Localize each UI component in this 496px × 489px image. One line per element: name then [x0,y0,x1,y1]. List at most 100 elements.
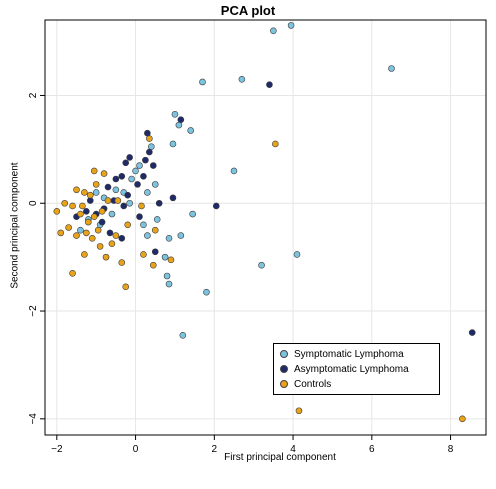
y-axis-label: Second principal component [9,162,21,289]
data-point-series-0 [144,189,151,196]
data-point-series-2 [112,232,120,239]
data-point-series-2 [65,224,72,231]
data-point-series-0 [270,27,277,35]
data-point-series-1 [104,183,112,191]
data-point-series-0 [136,162,143,169]
data-point-series-2 [81,251,88,258]
data-point-series-0 [238,75,246,83]
data-point-series-1 [177,116,185,124]
data-point-series-2 [94,226,102,234]
data-point-series-0 [108,210,116,218]
data-point-series-2 [61,199,68,207]
plot-frame [44,19,487,436]
x-tick-label: 0 [133,444,139,455]
data-point-series-2 [92,181,100,188]
data-point-series-2 [100,170,108,177]
data-point-series-2 [96,243,104,250]
data-point-series-1 [98,218,106,226]
data-point-series-2 [108,240,116,247]
legend-item-controls: Controls [280,378,331,392]
data-point-series-1 [149,162,157,169]
data-point-series-1 [140,172,147,180]
data-point-series-1 [106,229,114,237]
data-point-series-1 [122,159,130,167]
data-point-series-2 [98,208,106,215]
data-point-series-0 [77,226,84,234]
data-point-series-2 [86,191,94,199]
x-axis-label: First principal component [224,452,336,463]
data-point-series-0 [163,272,171,280]
data-point-series-1 [118,234,126,242]
data-point-series-0 [165,234,173,242]
data-point-series-0 [189,210,196,218]
legend-marker-icon [280,380,288,389]
data-point-series-2 [90,213,98,221]
legend-marker-icon [280,365,288,374]
data-point-series-2 [151,226,159,234]
data-point-series-0 [144,232,151,239]
data-point-series-0 [151,181,159,188]
x-tick-label: 8 [448,444,454,455]
chart-title: PCA plot [220,3,276,18]
x-tick-label: 4 [290,444,296,455]
data-point-series-2 [88,234,96,242]
data-point-series-1 [266,81,273,88]
data-point-series-1 [126,154,133,161]
data-point-series-2 [79,202,86,210]
data-point-series-0 [153,216,161,223]
data-point-series-0 [203,288,210,296]
data-point-series-2 [85,218,92,226]
data-point-series-2 [90,167,98,175]
data-point-series-2 [167,256,175,264]
data-point-series-1 [134,181,141,188]
data-point-series-2 [146,135,153,142]
data-point-series-2 [272,140,279,148]
data-point-series-2 [114,197,122,204]
data-point-series-1 [124,191,131,199]
data-point-series-2 [73,186,80,194]
data-point-series-0 [199,78,206,86]
legend-marker-icon [280,350,288,359]
data-point-series-0 [169,140,177,148]
data-point-series-1 [120,202,128,210]
data-point-series-1 [155,199,163,207]
data-point-series-2 [459,415,466,423]
data-point-series-1 [136,213,143,221]
data-point-series-0 [177,232,185,239]
y-tick-label: 0 [28,200,39,206]
data-point-series-2 [295,407,303,415]
data-point-series-1 [468,329,476,336]
data-point-series-0 [112,186,120,194]
y-tick-label: 2 [28,92,39,98]
x-tick-label: 2 [212,444,218,455]
data-point-series-0 [161,253,169,261]
data-point-series-2 [73,232,80,239]
legend: Symptomatic Lymphoma Asymptomatic Lympho… [273,343,440,395]
data-point-series-2 [118,259,126,266]
data-point-series-2 [69,202,76,210]
data-point-series-2 [57,229,65,237]
data-point-series-2 [138,202,145,210]
data-point-series-2 [124,221,131,229]
data-point-series-0 [388,65,395,72]
data-point-series-2 [83,229,90,237]
data-point-series-1 [169,194,177,202]
data-point-series-1 [151,248,159,256]
data-point-series-1 [83,208,90,215]
data-point-series-2 [104,197,112,204]
data-point-series-0 [293,251,301,258]
data-point-series-0 [128,175,135,183]
legend-label: Asymptomatic Lymphoma [294,364,409,375]
data-point-series-1 [112,175,120,183]
data-point-series-0 [258,261,265,269]
data-point-series-2 [102,253,110,261]
data-point-series-0 [165,280,173,288]
x-tick-label: −2 [51,444,63,455]
data-point-series-2 [77,210,84,218]
data-point-series-2 [53,208,61,215]
data-point-series-2 [149,261,157,269]
data-point-series-0 [92,189,100,196]
legend-label: Symptomatic Lymphoma [294,349,404,360]
data-point-series-0 [230,167,238,175]
